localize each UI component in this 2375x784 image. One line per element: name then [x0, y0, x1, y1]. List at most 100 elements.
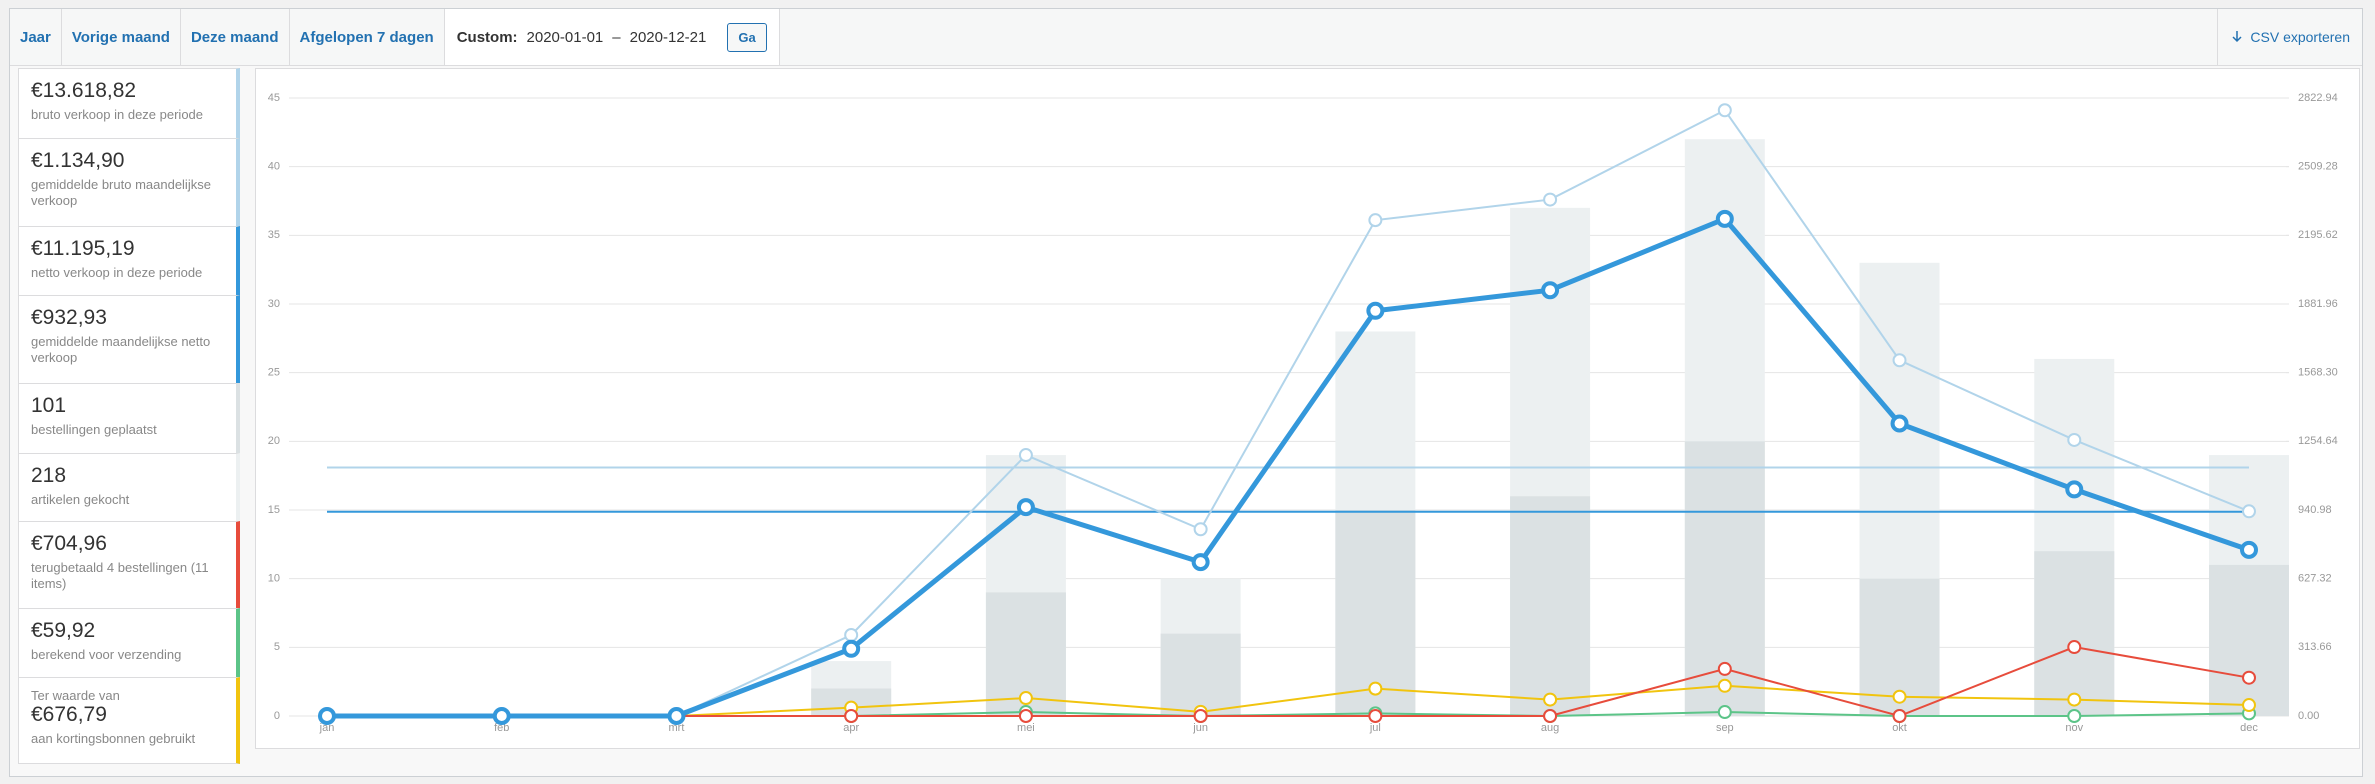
point: [1715, 209, 1734, 228]
point: [1018, 691, 1033, 706]
point: [2065, 480, 2084, 499]
x-tick-label: mei: [1017, 722, 1035, 734]
point: [2067, 640, 2082, 655]
point: [1543, 692, 1558, 707]
y-tick-label: 30: [268, 298, 280, 310]
point: [1543, 192, 1558, 207]
legend-label: terugbetaald 4 bestellingen (11 items): [31, 560, 209, 591]
bar: [2209, 564, 2289, 716]
point: [1366, 301, 1385, 320]
point: [1892, 689, 1907, 704]
point: [1717, 661, 1732, 676]
point: [318, 707, 336, 725]
point: [1193, 522, 1208, 537]
x-tick-label: jun: [1192, 722, 1208, 734]
x-tick-label: jul: [1369, 722, 1381, 734]
point: [1717, 678, 1732, 693]
legend-amount: €59,92: [31, 619, 96, 642]
y-tick-label: 20: [268, 435, 280, 447]
point: [1717, 103, 1732, 118]
y2-tick-label: 2195.62: [2298, 229, 2338, 241]
legend-label: gemiddelde bruto maandelijkse verkoop: [31, 177, 211, 208]
point: [2240, 540, 2258, 559]
point: [1018, 448, 1033, 463]
end-date[interactable]: 2020-12-21: [629, 28, 707, 46]
custom-label: Custom:: [456, 28, 518, 46]
point: [2067, 432, 2082, 447]
x-tick-label: apr: [843, 722, 859, 734]
x-tick-label: dec: [2240, 722, 2258, 734]
line: [327, 684, 2250, 717]
y2-tick-label: 627.32: [2298, 573, 2332, 585]
range-tabs: Jaar Vorige maand Deze maand Afgelopen 7 da…: [10, 9, 445, 65]
legend-label: gemiddelde maandelijkse netto verkoop: [31, 334, 211, 365]
bar: [2034, 551, 2115, 716]
x-tick-label: sep: [1716, 722, 1734, 734]
legend-amount: 218: [31, 464, 67, 487]
legend: €13.618,82 bruto verkoop in deze periode €…: [18, 68, 240, 764]
legend-label: bestellingen geplaatst: [31, 422, 157, 437]
x-tick-label: aug: [1541, 722, 1559, 734]
y2-tick-label: 313.66: [2298, 641, 2332, 653]
y-tick-label: 10: [268, 573, 280, 585]
y-tick-label: 0: [274, 710, 280, 722]
point: [844, 709, 859, 723]
x-tick-label: feb: [494, 722, 509, 734]
y2-tick-label: 2509.28: [2298, 161, 2338, 173]
y-tick-label: 45: [268, 92, 280, 104]
bar: [1160, 633, 1241, 716]
x-tick-label: mrt: [669, 722, 685, 734]
point: [1890, 414, 1909, 433]
csv-export[interactable]: CSV exporteren: [2217, 9, 2362, 65]
date-separator: –: [612, 28, 621, 46]
point: [844, 627, 859, 642]
point: [1892, 353, 1907, 368]
range-tab[interactable]: Vorige maand: [62, 9, 181, 65]
line: [327, 646, 2250, 718]
range-tab[interactable]: Afgelopen 7 dagen: [290, 9, 445, 65]
legend-label: aan kortingsbonnen gebruikt: [31, 731, 196, 746]
csv-label[interactable]: CSV exporteren: [2250, 29, 2350, 45]
point: [1016, 498, 1035, 517]
y-tick-label: 5: [274, 641, 280, 653]
point: [1191, 553, 1210, 572]
download-icon: [2232, 31, 2242, 43]
legend-label: berekend voor verzending: [31, 647, 182, 662]
point: [1193, 709, 1208, 723]
legend-amount: €704,96: [31, 532, 107, 555]
point: [1541, 281, 1560, 300]
point: [1018, 709, 1033, 723]
legend-label: artikelen gekocht: [31, 492, 130, 507]
legend-item: €932,93 gemiddelde maandelijkse netto ver…: [18, 295, 240, 383]
legend-amount: €932,93: [31, 306, 107, 329]
legend-item: 101 bestellingen geplaatst: [18, 383, 240, 453]
legend-amount: €676,79: [31, 703, 107, 726]
point: [667, 707, 686, 725]
x-tick-label: okt: [1892, 722, 1907, 734]
legend-amount: €1.134,90: [31, 149, 125, 172]
legend-amount: €13.618,82: [31, 79, 137, 102]
bar: [1510, 496, 1591, 716]
go-button[interactable]: Ga: [727, 22, 767, 52]
legend-amount: 101: [31, 394, 67, 417]
custom-range: Custom: 2020-01-01 – 2020-12-21 Ga: [444, 9, 780, 65]
range-tab[interactable]: Jaar: [10, 9, 62, 65]
point: [1368, 213, 1383, 228]
point: [1892, 709, 1907, 723]
y-tick-label: 35: [268, 229, 280, 241]
chart-panel: 0 5 10 15 20 25 30 35 40 45 0.00 313.66 627.32 940.98…: [255, 68, 2360, 749]
toolbar: Jaar Vorige maand Deze maand Afgelopen 7 da…: [10, 9, 2362, 66]
line: [327, 108, 2250, 717]
range-tab[interactable]: Deze maand: [181, 9, 290, 65]
y-tick-label: 15: [268, 504, 280, 516]
legend-item: €13.618,82 bruto verkoop in deze periode: [18, 68, 240, 138]
report: Jaar Vorige maand Deze maand Afgelopen 7 da…: [9, 8, 2363, 777]
legend-amount: €11.195,19: [31, 237, 135, 260]
point: [2067, 709, 2082, 723]
x-tick-label: nov: [2065, 722, 2083, 734]
point: [842, 639, 861, 658]
legend-item: 218 artikelen gekocht: [18, 453, 240, 521]
legend-item: €704,96 terugbetaald 4 bestellingen (11 i…: [18, 521, 240, 608]
y-tick-label: 40: [268, 161, 280, 173]
start-date[interactable]: 2020-01-01: [526, 28, 604, 46]
